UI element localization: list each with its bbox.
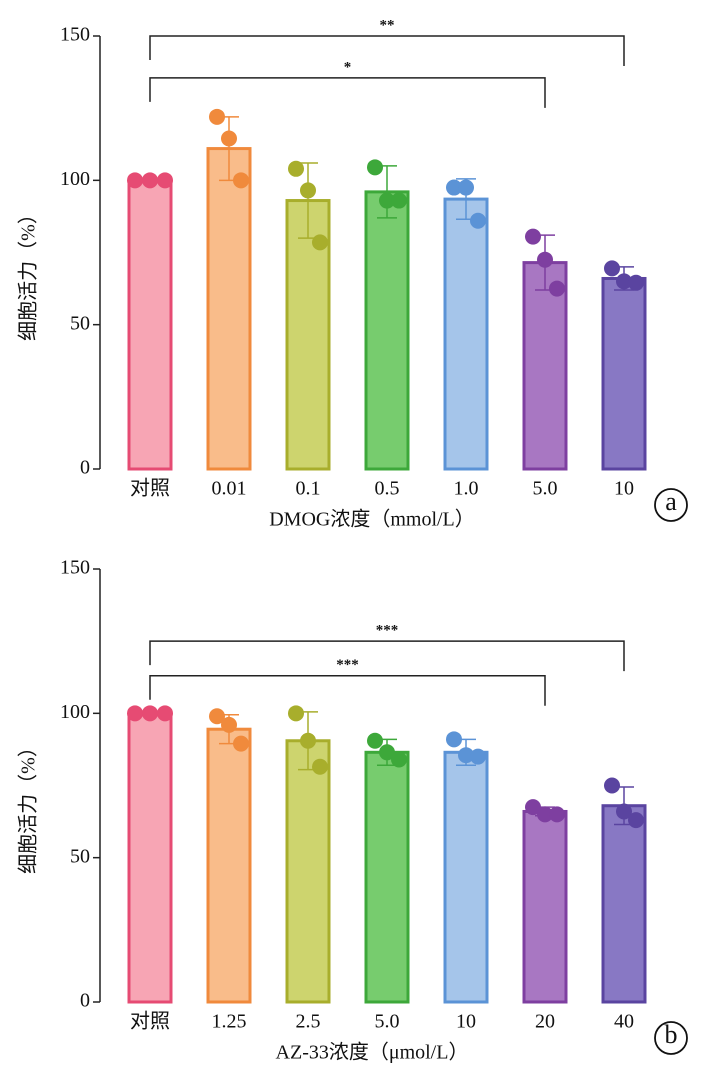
x-tick-label: 5.0	[375, 1011, 400, 1033]
data-point	[446, 179, 462, 196]
bar	[285, 739, 331, 1004]
data-point	[525, 799, 541, 816]
data-point	[458, 179, 474, 196]
data-point	[142, 172, 158, 189]
bar	[601, 276, 647, 471]
x-tick-label: 对照	[130, 477, 170, 500]
significance-bracket	[149, 77, 546, 108]
data-point	[379, 192, 395, 209]
bar	[522, 809, 568, 1004]
y-tick-label: 0	[80, 990, 90, 1012]
data-point	[142, 705, 158, 722]
y-tick-label: 0	[80, 457, 90, 479]
y-tick-label: 100	[60, 168, 90, 190]
data-point	[312, 234, 328, 251]
data-point	[127, 705, 143, 722]
x-tick-label: 10	[456, 1011, 476, 1033]
x-tick-label: 0.5	[375, 478, 400, 500]
x-tick-label: 对照	[130, 1010, 170, 1033]
bar	[206, 727, 252, 1004]
x-tick-label: 40	[614, 1011, 634, 1033]
y-tick-label: 150	[60, 24, 90, 46]
bar	[443, 197, 489, 471]
data-point	[127, 172, 143, 189]
data-point	[233, 172, 249, 189]
data-point	[537, 251, 553, 268]
significance-label: **	[380, 17, 395, 33]
panel-label-circle	[654, 1021, 688, 1055]
data-point	[221, 716, 237, 733]
data-point	[470, 212, 486, 229]
data-point	[157, 172, 173, 189]
data-point	[209, 708, 225, 725]
data-point	[616, 273, 632, 290]
x-tick-label: 10	[614, 478, 634, 500]
x-tick-label: 0.01	[212, 478, 247, 500]
bar	[364, 190, 410, 471]
y-tick-label: 100	[60, 701, 90, 723]
data-point	[549, 806, 565, 823]
data-point	[628, 812, 644, 829]
data-point	[616, 803, 632, 820]
bar	[364, 750, 410, 1004]
x-axis-label: AZ-33浓度（μmol/L）	[276, 1041, 469, 1064]
data-point	[628, 274, 644, 291]
data-point	[470, 748, 486, 765]
data-point	[367, 159, 383, 176]
data-point	[157, 705, 173, 722]
y-axis-label: 细胞活力（%）	[17, 737, 40, 874]
significance-label: ***	[376, 623, 399, 639]
data-point	[300, 732, 316, 749]
data-point	[604, 260, 620, 277]
data-point	[233, 735, 249, 752]
y-tick-label: 50	[70, 845, 90, 867]
bar	[127, 711, 173, 1004]
y-tick-label: 50	[70, 312, 90, 334]
data-point	[458, 747, 474, 764]
data-point	[446, 731, 462, 748]
data-point	[525, 228, 541, 245]
significance-label: *	[344, 59, 352, 75]
data-point	[549, 280, 565, 297]
x-tick-label: 1.0	[454, 478, 479, 500]
data-point	[300, 182, 316, 199]
panel-label-circle	[654, 488, 688, 522]
data-point	[367, 732, 383, 749]
panel-label: a	[665, 487, 677, 516]
data-point	[221, 130, 237, 147]
significance-bracket	[149, 640, 625, 672]
x-tick-label: 1.25	[212, 1011, 247, 1033]
significance-bracket	[149, 35, 625, 66]
data-point	[209, 108, 225, 125]
data-point	[288, 705, 304, 722]
x-tick-label: 5.0	[533, 478, 558, 500]
x-tick-label: 20	[535, 1011, 555, 1033]
bar	[443, 750, 489, 1004]
data-point	[391, 751, 407, 768]
x-tick-label: 2.5	[296, 1011, 321, 1033]
bar	[206, 147, 252, 471]
data-point	[288, 160, 304, 177]
bar	[127, 178, 173, 471]
data-point	[312, 758, 328, 775]
y-axis-label: 细胞活力（%）	[17, 204, 40, 341]
data-point	[391, 192, 407, 209]
panel-label: b	[665, 1020, 678, 1049]
y-tick-label: 150	[60, 557, 90, 579]
significance-bracket	[149, 675, 546, 706]
data-point	[604, 777, 620, 794]
significance-label: ***	[336, 657, 359, 673]
x-tick-label: 0.1	[296, 478, 321, 500]
data-point	[379, 744, 395, 761]
data-point	[537, 806, 553, 823]
bar	[601, 804, 647, 1004]
x-axis-label: DMOG浓度（mmol/L）	[269, 508, 475, 531]
